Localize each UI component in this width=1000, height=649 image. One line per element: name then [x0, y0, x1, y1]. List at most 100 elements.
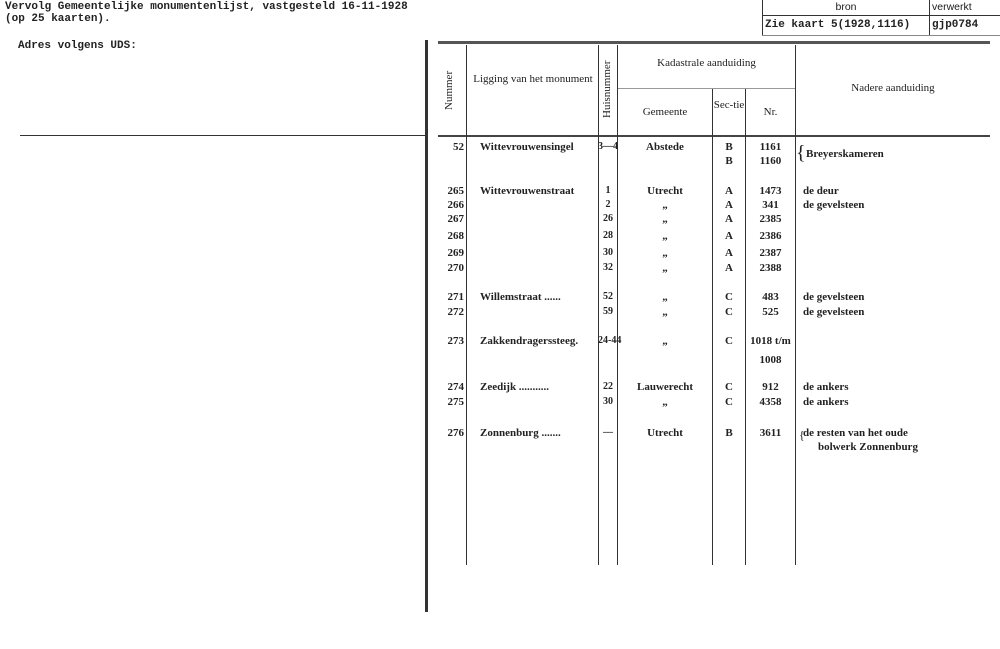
- cell-sectie: A: [725, 230, 733, 242]
- cell-nr: 1018 t/m: [750, 335, 791, 347]
- cell-nummer: 269: [447, 247, 465, 259]
- cell-nadere: de ankers: [803, 396, 849, 408]
- cell-sectie: A: [725, 247, 733, 259]
- cell-nr: 1473: [759, 185, 782, 197]
- cell-nummer: 272: [447, 306, 465, 318]
- cell-nr: 2385: [759, 213, 782, 225]
- cell-nr: 1160: [759, 155, 782, 167]
- header-line-1: Vervolg Gemeentelijke monumentenlijst, v…: [5, 1, 408, 13]
- header-line-2: (op 25 kaarten).: [5, 13, 111, 25]
- cell-ligging: Wittevrouwensingel: [480, 141, 574, 153]
- cell-sectie: C: [725, 396, 733, 408]
- cell-nr: 912: [762, 381, 779, 393]
- cell-nadere: bolwerk Zonnenburg: [818, 441, 918, 453]
- cell-huisnummer: 22: [603, 381, 613, 392]
- cell-huisnummer: 32: [603, 262, 613, 273]
- cell-nr: 2387: [759, 247, 782, 259]
- cell-gemeente: Lauwerecht: [636, 381, 693, 393]
- cell-gemeente: „: [662, 335, 668, 347]
- cell-huisnummer: 1: [605, 185, 611, 196]
- cell-huisnummer: 26: [603, 213, 613, 224]
- cell-nummer: 267: [447, 213, 465, 225]
- cell-gemeente: „: [662, 213, 668, 225]
- cell-nummer: 266: [447, 199, 465, 211]
- header-gemeente: Gemeente: [642, 106, 688, 118]
- header-ligging: Ligging van het monument: [473, 73, 593, 85]
- cell-sectie: A: [725, 199, 733, 211]
- cell-nummer: 271: [447, 291, 465, 303]
- cell-huisnummer: 30: [603, 247, 613, 258]
- cell-nr: 1008: [759, 354, 782, 366]
- cell-nr: 2388: [759, 262, 782, 274]
- cell-nummer: 270: [447, 262, 465, 274]
- cell-nadere: de gevelsteen: [803, 199, 865, 211]
- header-huisnummer: Huisnummer: [601, 60, 613, 118]
- cell-huisnummer: 2: [605, 199, 611, 210]
- cell-nr: 2386: [759, 230, 782, 242]
- brace-icon: {: [799, 428, 805, 442]
- bron-value: Zie kaart 5(1928,1116): [765, 19, 911, 31]
- cell-sectie: A: [725, 185, 733, 197]
- cell-gemeente: „: [662, 199, 668, 211]
- cell-nr: 4358: [759, 396, 782, 408]
- cell-nadere: de deur: [803, 185, 839, 197]
- verwerkt-value: gjp0784: [932, 19, 979, 31]
- cell-gemeente: „: [662, 396, 668, 408]
- cell-ligging: Zeedijk ...........: [480, 381, 550, 393]
- cell-huisnummer: 59: [603, 306, 613, 317]
- header-nr: Nr.: [763, 106, 778, 118]
- cell-nr: 1161: [759, 141, 782, 153]
- header-sectie: Sec-tie: [713, 99, 745, 111]
- cell-ligging: Zonnenburg .......: [480, 427, 561, 439]
- cell-nummer: 268: [447, 230, 465, 242]
- cell-huisnummer: 52: [603, 291, 613, 302]
- cell-gemeente: „: [662, 262, 668, 274]
- col-verwerkt-header: verwerkt: [932, 1, 972, 13]
- cell-gemeente: „: [662, 230, 668, 242]
- cell-huisnummer: —: [603, 427, 613, 438]
- cell-huisnummer: 3—4: [598, 141, 618, 152]
- col-bron-header: bron: [835, 1, 857, 13]
- cell-huisnummer: 24-44: [598, 335, 622, 346]
- cell-gemeente: „: [662, 306, 668, 318]
- header-kadastrale: Kadastrale aanduiding: [657, 57, 756, 69]
- cell-huisnummer: 30: [603, 396, 613, 407]
- cell-huisnummer: 28: [603, 230, 613, 241]
- cell-gemeente: Utrecht: [647, 427, 683, 439]
- cell-sectie: C: [725, 381, 733, 393]
- cell-nr: 525: [762, 306, 779, 318]
- header-nadere: Nadere aanduiding: [851, 82, 935, 94]
- cell-ligging: Willemstraat ......: [480, 291, 561, 303]
- cell-gemeente: „: [662, 247, 668, 259]
- header-nummer: Nummer: [443, 70, 455, 110]
- cell-sectie: A: [725, 213, 733, 225]
- cell-gemeente: „: [662, 291, 668, 303]
- cell-nr: 483: [762, 291, 779, 303]
- cell-sectie: B: [725, 427, 733, 439]
- cell-nummer: 273: [447, 335, 465, 347]
- cell-nummer: 274: [447, 381, 465, 393]
- brace-icon: {: [796, 142, 806, 164]
- cell-nadere: de ankers: [803, 381, 849, 393]
- cell-sectie: A: [725, 262, 733, 274]
- cell-nummer: 52: [453, 141, 464, 153]
- address-divider: [20, 135, 425, 136]
- cell-gemeente: Utrecht: [647, 185, 683, 197]
- cell-nr: 3611: [759, 427, 782, 439]
- cell-gemeente: Abstede: [646, 141, 684, 153]
- cell-nr: 341: [762, 199, 779, 211]
- cell-nadere: de gevelsteen: [803, 306, 865, 318]
- cell-sectie: B: [725, 155, 733, 167]
- cell-nummer: 276: [447, 427, 465, 439]
- cell-sectie: C: [725, 335, 733, 347]
- cell-sectie: C: [725, 306, 733, 318]
- cell-nadere: de gevelsteen: [803, 291, 865, 303]
- cell-ligging: Wittevrouwenstraat: [480, 185, 575, 197]
- cell-nummer: 275: [447, 396, 465, 408]
- cell-sectie: C: [725, 291, 733, 303]
- cell-ligging: Zakkendragerssteeg.: [480, 335, 579, 347]
- address-label: Adres volgens UDS:: [18, 40, 137, 52]
- cell-nummer: 265: [447, 185, 465, 197]
- cell-sectie: B: [725, 141, 733, 153]
- cell-nadere: de resten van het oude: [803, 427, 908, 439]
